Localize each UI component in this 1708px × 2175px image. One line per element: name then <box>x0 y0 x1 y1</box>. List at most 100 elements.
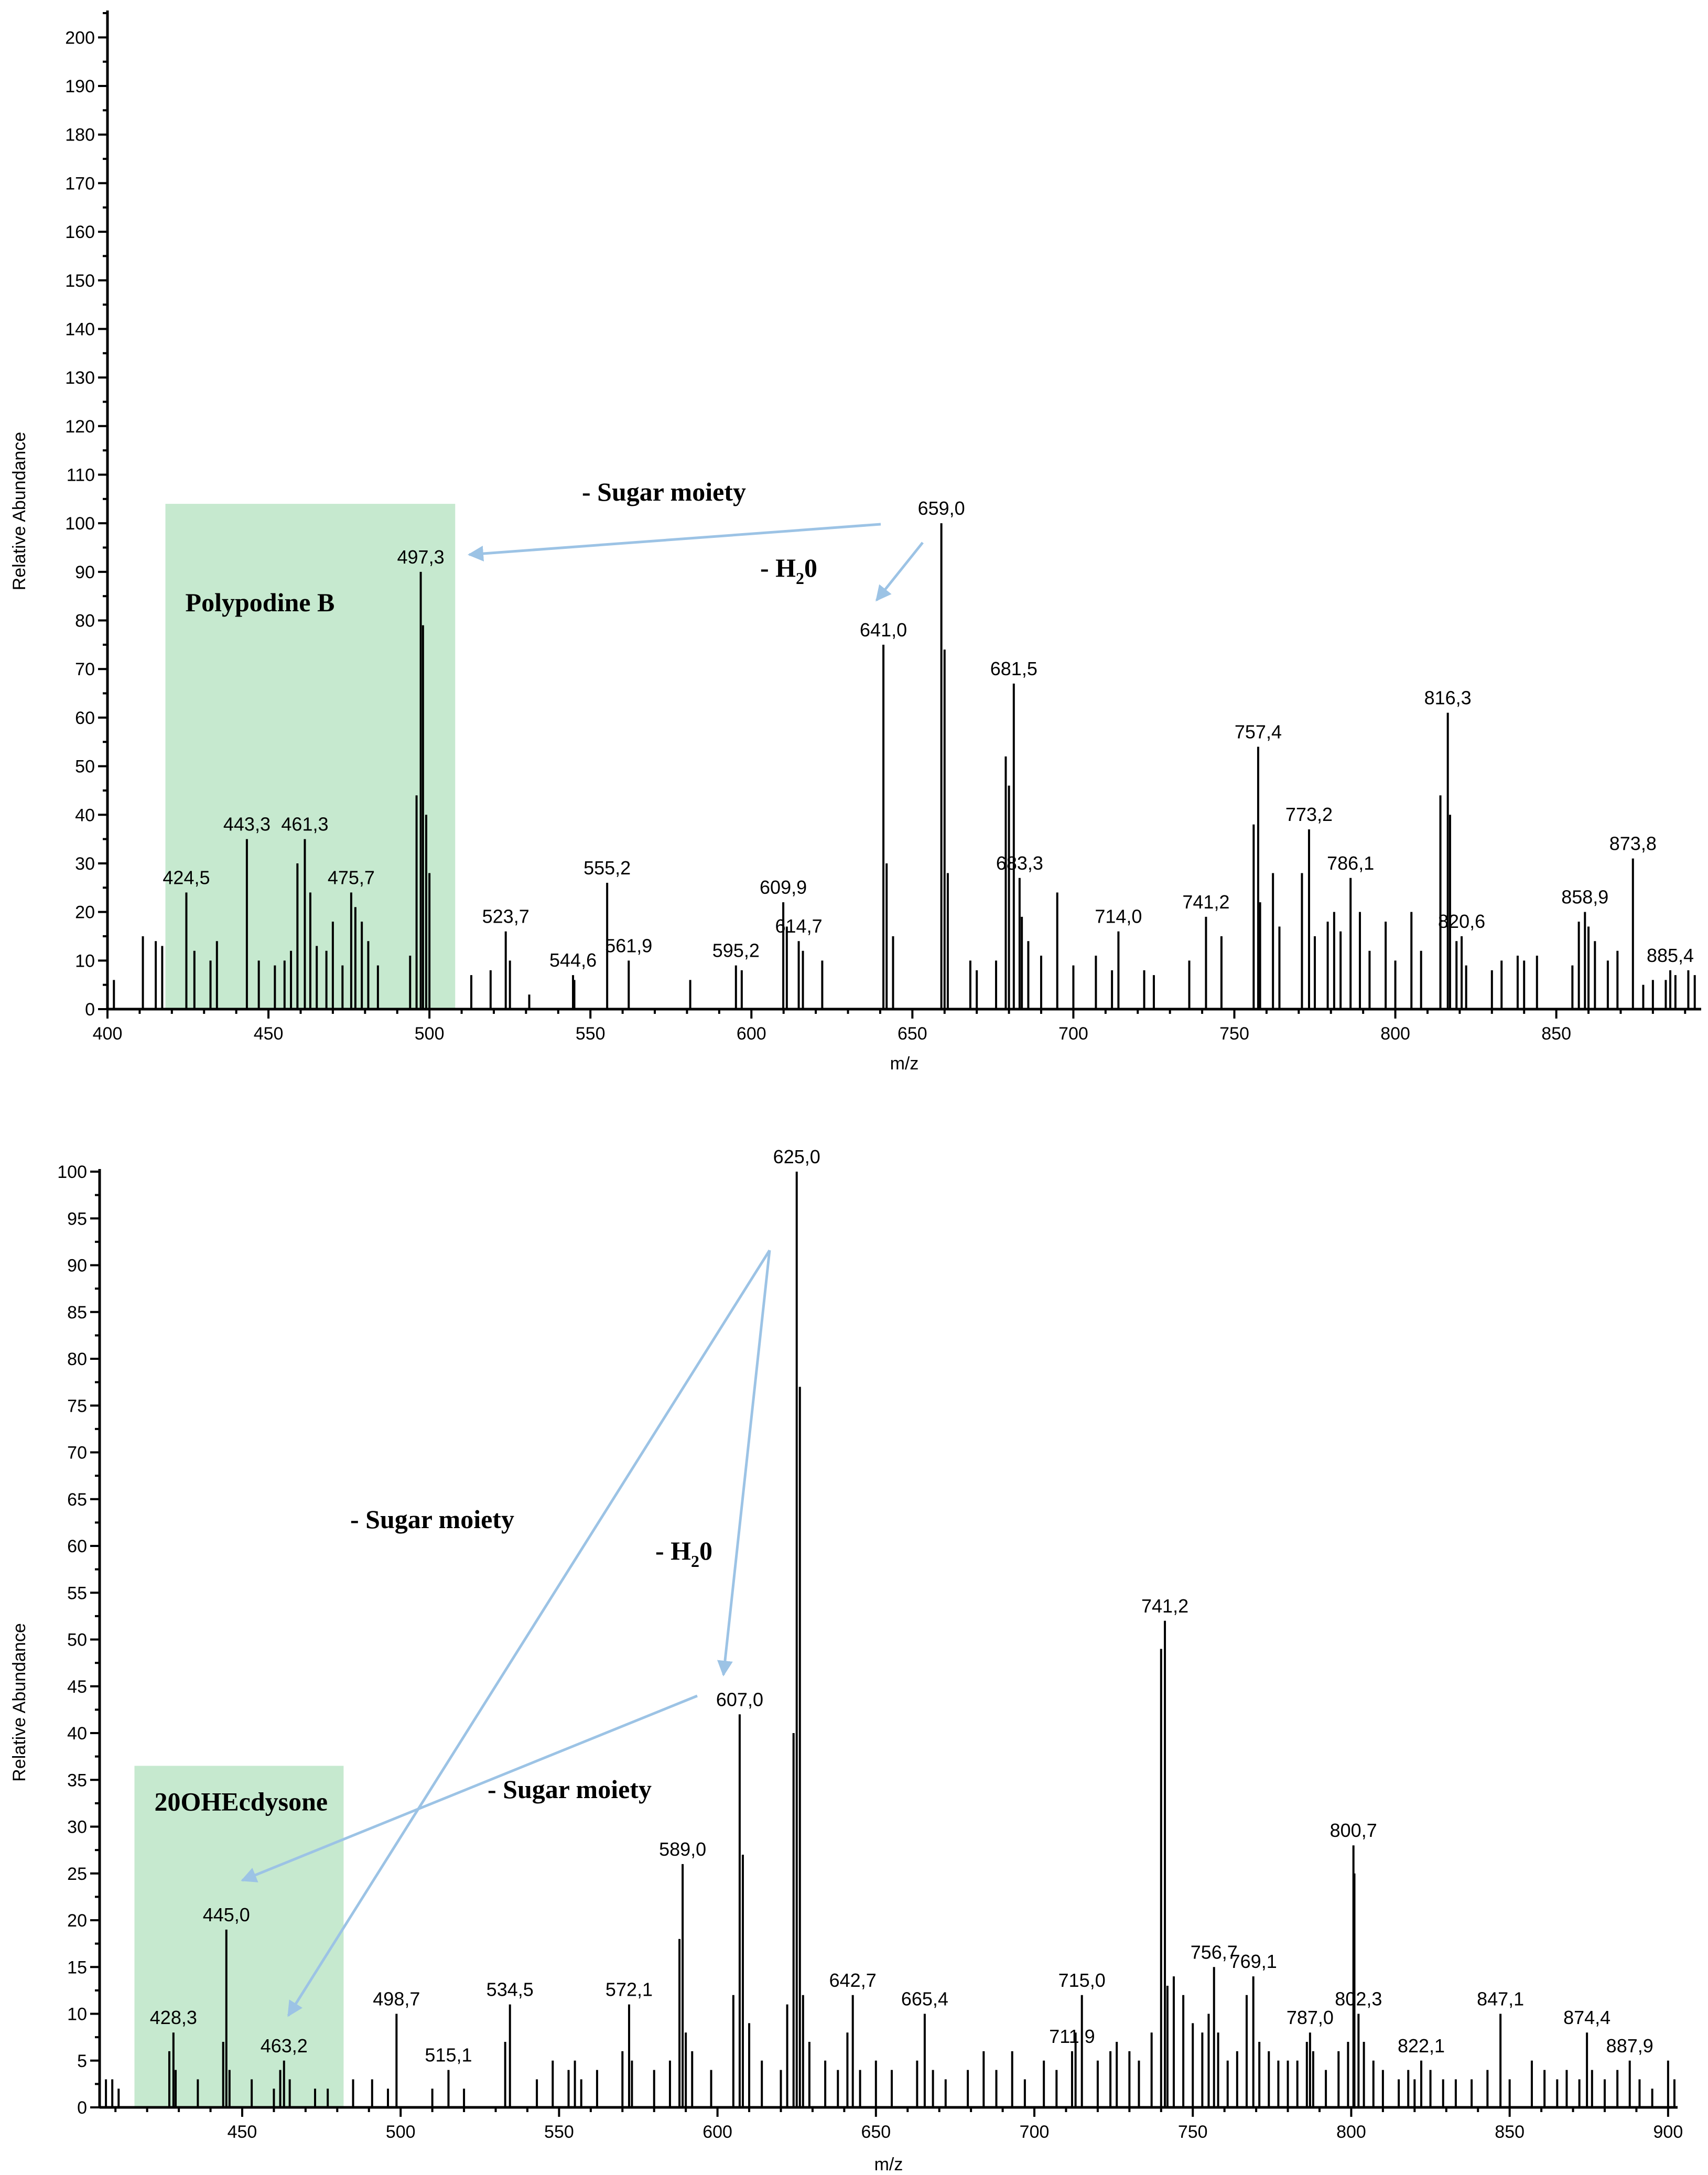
peak-label: 683,3 <box>996 852 1043 874</box>
x-tick-label: 450 <box>254 1024 284 1044</box>
y-tick-label: 90 <box>67 1256 87 1276</box>
x-tick-label: 900 <box>1653 2122 1683 2142</box>
peak-label: 641,0 <box>860 619 907 641</box>
20ohecdysone-highlight <box>134 1766 344 2107</box>
water-loss-prefix-1: - H <box>760 553 796 582</box>
x-tick-label: 750 <box>1178 2122 1208 2142</box>
peak-label: 443,3 <box>223 814 271 835</box>
y-axis-ticks-2: 0 5 10 15 20 25 30 35 40 45 50 55 60 65 70 75 80 85 90 95 10… <box>57 1162 100 2118</box>
y-tick-label: 75 <box>67 1396 87 1416</box>
peak-label: 625,0 <box>773 1146 820 1167</box>
sugar-moiety-annotation-1: - Sugar moiety <box>582 477 746 506</box>
x-axis-title-1: m/z <box>890 1054 919 1074</box>
peak-labels-1: 424,5 443,3 461,3 475,7 497,3 523,7 544,6 555,2… <box>163 497 1694 971</box>
peak-bars-2 <box>105 1172 1675 2107</box>
water-loss-suffix-1: 0 <box>804 553 817 582</box>
y-tick-label: 30 <box>67 1817 87 1837</box>
y-tick-label: 40 <box>67 1724 87 1744</box>
y-tick-label: 30 <box>75 854 95 874</box>
polypodine-b-label: Polypodine B <box>186 588 335 617</box>
x-axis-title-2: m/z <box>874 2155 903 2174</box>
peak-label: 757,4 <box>1235 721 1282 743</box>
peak-label: 714,0 <box>1095 906 1142 927</box>
spectrum-panel-1: 0102030405060708090100110120130140150160… <box>9 10 1701 1074</box>
x-tick-label: 500 <box>386 2122 416 2142</box>
water-loss-subscript-1: 2 <box>796 569 804 588</box>
x-axis-ticks-1: 400 450 500 550 600 650 700 750 800 850 <box>93 1009 1687 1044</box>
peak-label: 773,2 <box>1285 804 1333 825</box>
peak-label: 428,3 <box>150 2007 197 2028</box>
x-tick-label: 750 <box>1219 1024 1249 1044</box>
y-tick-label: 100 <box>65 514 95 534</box>
y-tick-label: 90 <box>75 562 95 582</box>
peak-label: 787,0 <box>1287 2007 1334 2028</box>
peak-label: 887,9 <box>1606 2035 1653 2057</box>
x-tick-label: 450 <box>228 2122 257 2142</box>
x-tick-label: 650 <box>861 2122 891 2142</box>
peak-label: 858,9 <box>1561 886 1608 908</box>
y-tick-label: 130 <box>65 368 95 388</box>
x-axis-ticks-2: 450 500 550 600 650 700 750 800 850 900 <box>114 2107 1683 2142</box>
water-loss-arrow-1 <box>875 542 924 602</box>
peak-label: 659,0 <box>918 497 965 519</box>
peak-label: 756,7 <box>1191 1941 1238 1963</box>
x-tick-label: 600 <box>702 2122 732 2142</box>
y-tick-label: 80 <box>67 1349 87 1369</box>
y-tick-label: 95 <box>67 1209 87 1229</box>
y-tick-label: 0 <box>85 1000 95 1020</box>
y-axis-ticks-1: 0 10 20 30 40 50 60 70 80 90 100 110 120 130 140 150 160… <box>65 12 107 1020</box>
water-loss-prefix-2: - H <box>655 1536 691 1565</box>
y-tick-label: 25 <box>67 1864 87 1884</box>
x-tick-label: 850 <box>1495 2122 1525 2142</box>
peak-label: 786,1 <box>1327 852 1374 874</box>
x-tick-label: 600 <box>737 1024 766 1044</box>
y-tick-label: 160 <box>65 222 95 242</box>
20ohecdysone-label: 20OHEcdysone <box>154 1787 328 1816</box>
y-tick-label: 10 <box>75 951 95 971</box>
water-loss-suffix-2: 0 <box>699 1536 712 1565</box>
peak-label: 595,2 <box>712 940 760 961</box>
peak-label: 769,1 <box>1230 1951 1277 1972</box>
x-tick-label: 550 <box>576 1024 606 1044</box>
sugar-loss-arrow-2b <box>241 1694 698 1882</box>
peak-label: 820,6 <box>1438 911 1485 932</box>
x-tick-label: 850 <box>1541 1024 1571 1044</box>
sugar-moiety-annotation-2a: - Sugar moiety <box>350 1505 514 1534</box>
y-tick-label: 50 <box>75 757 95 777</box>
peak-label: 642,7 <box>829 1970 877 1991</box>
peak-label: 874,4 <box>1563 2007 1610 2028</box>
y-tick-label: 45 <box>67 1677 87 1697</box>
water-loss-subscript-2: 2 <box>691 1552 699 1571</box>
y-tick-label: 60 <box>75 708 95 728</box>
spectrum-panel-2: 0510152025303540455055606570758085909510… <box>9 1146 1683 2174</box>
peak-label: 515,1 <box>425 2044 472 2066</box>
y-tick-label: 0 <box>77 2098 87 2118</box>
y-tick-label: 85 <box>67 1303 87 1323</box>
peak-label: 741,2 <box>1182 891 1229 913</box>
peak-label: 572,1 <box>606 1979 653 2000</box>
peak-label: 589,0 <box>659 1838 706 1860</box>
y-tick-label: 35 <box>67 1770 87 1790</box>
peak-label: 461,3 <box>281 814 328 835</box>
y-tick-label: 120 <box>65 417 95 437</box>
peak-label: 741,2 <box>1141 1595 1188 1617</box>
sugar-moiety-annotation-2b: - Sugar moiety <box>488 1774 652 1804</box>
peak-label: 665,4 <box>901 1988 948 2010</box>
y-axis-title-2: Relative Abundance <box>9 1623 29 1781</box>
peak-label: 555,2 <box>583 857 631 879</box>
y-tick-label: 70 <box>67 1443 87 1463</box>
y-tick-label: 150 <box>65 271 95 291</box>
peak-label: 561,9 <box>605 935 652 956</box>
peak-label: 802,3 <box>1335 1988 1382 2010</box>
peak-label: 711,9 <box>1049 2026 1095 2047</box>
peak-label: 463,2 <box>261 2035 308 2057</box>
sugar-loss-arrow-1 <box>468 523 881 561</box>
water-loss-annotation-1: - H20 <box>760 553 817 588</box>
peak-label: 873,8 <box>1609 833 1657 854</box>
peak-label: 523,7 <box>482 906 529 927</box>
x-tick-label: 500 <box>415 1024 445 1044</box>
y-tick-label: 55 <box>67 1583 87 1603</box>
sugar-loss-arrow-2a <box>287 1249 771 2017</box>
x-tick-label: 700 <box>1058 1024 1088 1044</box>
